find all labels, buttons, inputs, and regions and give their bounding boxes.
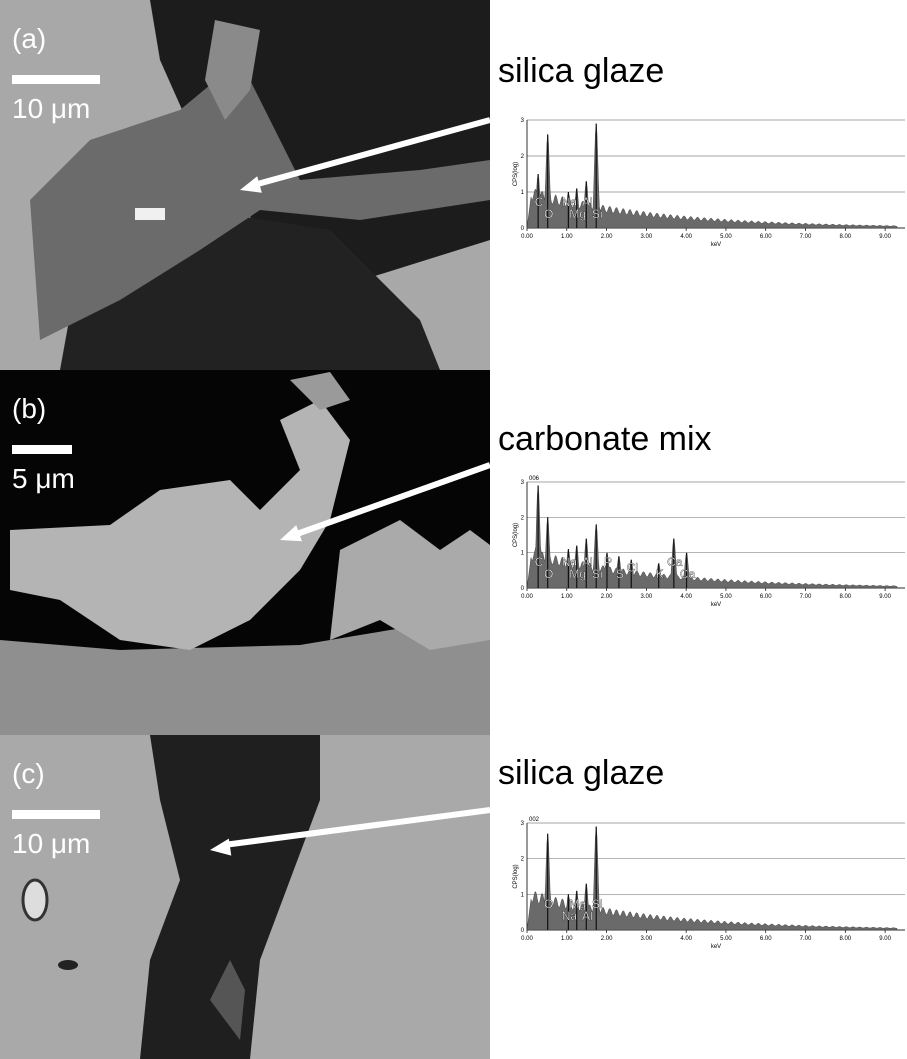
x-tick-label: 3.00 — [641, 594, 653, 600]
panel-label: (a) — [12, 23, 46, 54]
x-tick-label: 6.00 — [760, 936, 772, 942]
y-axis-label: CPS(log) — [513, 162, 519, 186]
x-tick-label: 7.00 — [800, 594, 812, 600]
peak-label: Si — [592, 207, 603, 221]
x-tick-label: 9.00 — [879, 234, 891, 240]
peak-label: Cl — [627, 561, 638, 575]
peak-label: O — [544, 207, 553, 221]
peak-label: K — [656, 567, 664, 581]
sem-image-c — [0, 735, 490, 1059]
y-axis-label: CPS(log) — [513, 864, 519, 888]
x-tick-label: 9.00 — [879, 594, 891, 600]
sem-image-b — [0, 370, 490, 735]
x-tick-label: 1.00 — [561, 936, 573, 942]
panel-label: (c) — [12, 758, 45, 789]
scale-bar-label: 10 μm — [12, 828, 90, 859]
x-axis-label: keV — [711, 944, 721, 950]
x-tick-label: 2.00 — [601, 594, 613, 600]
x-tick-label: 7.00 — [800, 936, 812, 942]
x-tick-label: 0.00 — [521, 234, 533, 240]
x-tick-label: 1.00 — [561, 234, 573, 240]
x-tick-label: 2.00 — [601, 234, 613, 240]
x-axis-label: keV — [711, 242, 721, 248]
peak-label: Mg — [569, 207, 586, 221]
x-tick-label: 3.00 — [641, 936, 653, 942]
peak-label: Si — [592, 897, 603, 911]
spectrum: 0 1 2 3 0.00 1.00 2.00 3.00 4.00 5.00 6.00 7.00 8.00… — [513, 817, 905, 950]
peak-label: C — [535, 555, 544, 569]
x-tick-label: 6.00 — [760, 594, 772, 600]
spectrum-title: silica glaze — [498, 52, 664, 90]
x-tick-label: 4.00 — [680, 234, 692, 240]
figure: (a) 10 μm silica glaze 0 1 2 3 0.00 1.00 2.00 3.00… — [0, 0, 907, 1059]
y-tick-label: 1 — [521, 190, 525, 196]
panel-label: (b) — [12, 393, 46, 424]
x-tick-label: 0.00 — [521, 936, 533, 942]
x-tick-label: 8.00 — [839, 234, 851, 240]
scale-bar — [12, 810, 100, 819]
spectrum-id: 002 — [529, 817, 540, 823]
y-tick-label: 0 — [521, 928, 525, 934]
peak-label: P — [604, 555, 612, 569]
y-tick-label: 0 — [521, 586, 525, 592]
x-tick-label: 9.00 — [879, 936, 891, 942]
y-tick-label: 3 — [521, 118, 525, 124]
x-tick-label: 4.00 — [680, 936, 692, 942]
x-tick-label: 5.00 — [720, 594, 732, 600]
x-tick-label: 0.00 — [521, 594, 533, 600]
scale-bar-label: 10 μm — [12, 93, 90, 124]
scale-bar — [12, 445, 72, 454]
x-tick-label: 5.00 — [720, 936, 732, 942]
peak-label: Ca — [680, 567, 696, 581]
x-tick-label: 1.00 — [561, 594, 573, 600]
y-tick-label: 1 — [521, 892, 525, 898]
x-tick-label: 8.00 — [839, 936, 851, 942]
peak-label: S — [616, 567, 624, 581]
scale-bar-label: 5 μm — [12, 463, 75, 494]
y-tick-label: 0 — [521, 226, 525, 232]
x-tick-label: 2.00 — [601, 936, 613, 942]
peak-label: O — [544, 567, 553, 581]
spectrum-title: carbonate mix — [498, 420, 712, 458]
peak-label: Si — [592, 567, 603, 581]
y-tick-label: 2 — [521, 857, 525, 863]
x-tick-label: 6.00 — [760, 234, 772, 240]
sem-image-a — [0, 0, 490, 370]
spectrum: 0 1 2 3 0.00 1.00 2.00 3.00 4.00 5.00 6.00 7.00 8.00… — [513, 118, 905, 248]
x-tick-label: 4.00 — [680, 594, 692, 600]
x-tick-label: 8.00 — [839, 594, 851, 600]
spectrum-id: 006 — [529, 476, 540, 482]
peak-label: Al — [582, 909, 593, 923]
peak-label: Na — [562, 909, 578, 923]
scale-bar — [12, 75, 100, 84]
x-tick-label: 5.00 — [720, 234, 732, 240]
x-axis-label: keV — [711, 602, 721, 608]
peak-label: Mg — [569, 567, 586, 581]
y-axis-label: CPS(log) — [513, 523, 519, 547]
y-tick-label: 2 — [521, 154, 525, 160]
y-tick-label: 2 — [521, 515, 525, 521]
spectrum-title: silica glaze — [498, 754, 664, 792]
x-tick-label: 7.00 — [800, 234, 812, 240]
peak-label: C — [535, 195, 544, 209]
y-tick-label: 3 — [521, 821, 525, 827]
spectrum: 0 1 2 3 0.00 1.00 2.00 3.00 4.00 5.00 6.00 7.00 8.00… — [513, 476, 905, 608]
peak-label: O — [544, 897, 553, 911]
x-tick-label: 3.00 — [641, 234, 653, 240]
y-tick-label: 3 — [521, 480, 525, 486]
y-tick-label: 1 — [521, 551, 525, 557]
